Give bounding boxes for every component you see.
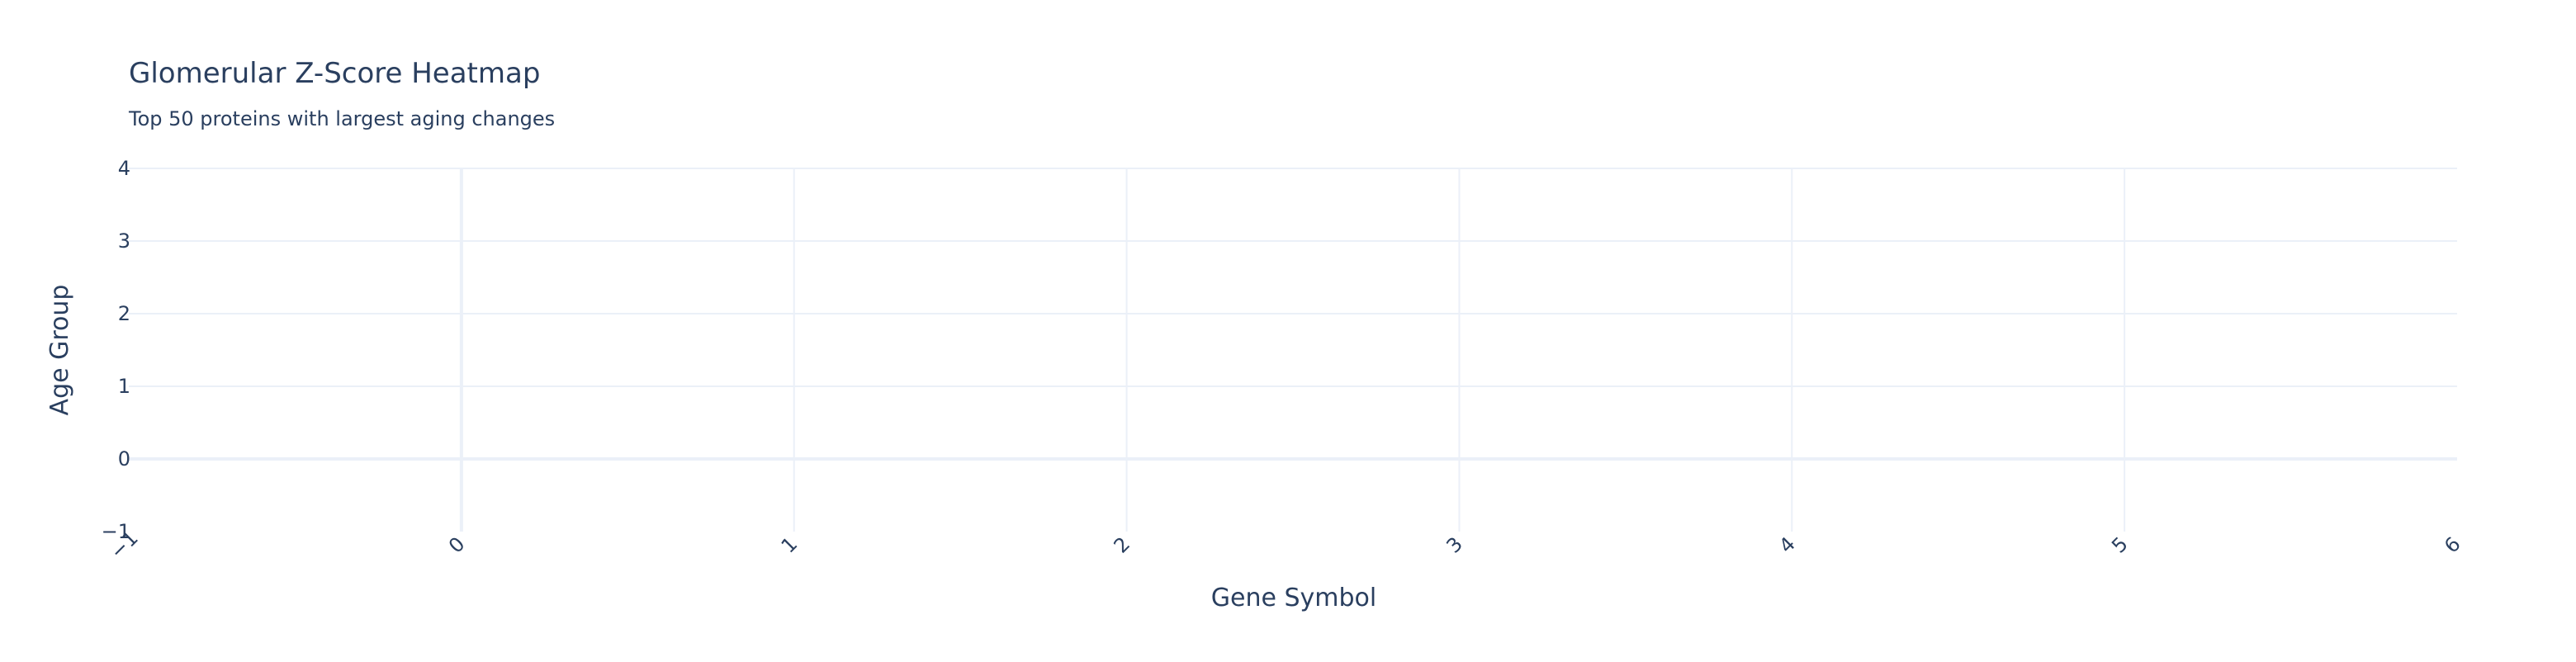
x-tick-label: 0 <box>444 532 470 558</box>
chart-title: Glomerular Z-Score Heatmap <box>129 57 540 90</box>
y-tick-label: 1 <box>118 375 130 398</box>
x-axis-title: Gene Symbol <box>1211 584 1376 612</box>
y-tick-label: 2 <box>118 302 130 325</box>
y-axis-title: Age Group <box>45 285 74 416</box>
y-tick-label: 4 <box>118 157 130 180</box>
grid-layer <box>129 168 2457 532</box>
x-tick-label: 2 <box>1110 532 1135 558</box>
y-tick-label: 0 <box>118 447 130 470</box>
x-tick-label: 4 <box>1774 532 1800 558</box>
y-tick-labels: −1 0 1 2 3 4 <box>102 157 130 543</box>
y-tick-label: −1 <box>102 520 130 543</box>
chart-subtitle: Top 50 proteins with largest aging chang… <box>128 107 555 130</box>
x-tick-label: 6 <box>2440 532 2465 558</box>
x-tick-labels: −1 0 1 2 3 4 5 6 <box>106 527 2465 564</box>
x-tick-label: 3 <box>1442 532 1467 558</box>
x-tick-label: 1 <box>777 532 803 558</box>
x-tick-label: 5 <box>2107 532 2133 558</box>
y-tick-label: 3 <box>118 229 130 253</box>
